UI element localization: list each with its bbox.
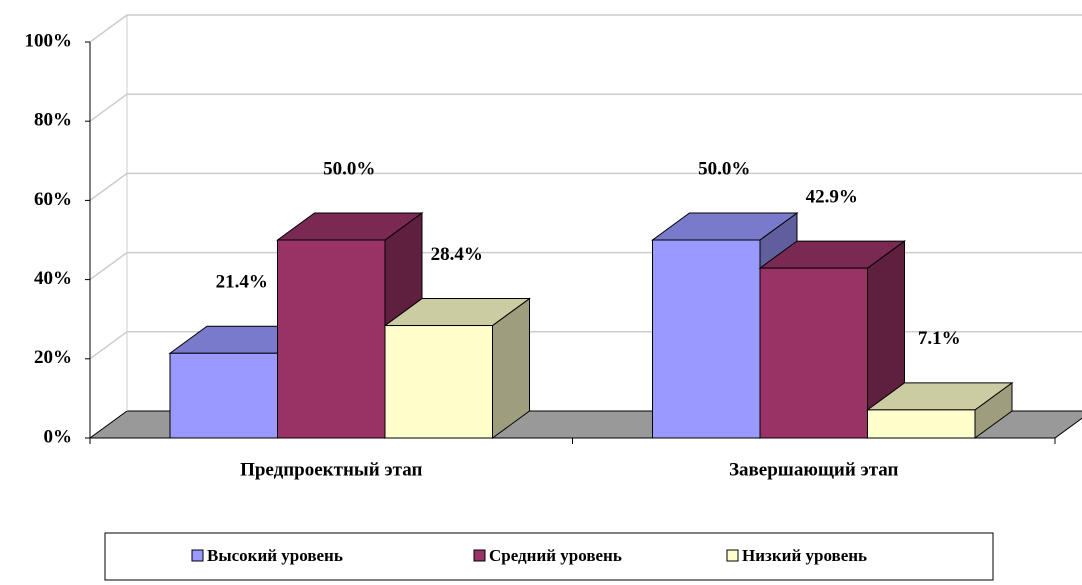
y-tick-label: 40% bbox=[34, 268, 72, 289]
bar bbox=[277, 239, 386, 439]
data-label: 50.0% bbox=[698, 158, 750, 179]
grid-line bbox=[89, 172, 1082, 202]
legend-label: Высокий уровень bbox=[207, 546, 343, 565]
bar bbox=[759, 267, 868, 439]
y-tick-label: 0% bbox=[44, 426, 73, 447]
x-tick-label: Завершающий этап bbox=[729, 459, 899, 480]
legend-swatch bbox=[726, 549, 739, 562]
bar bbox=[867, 409, 976, 439]
data-label: 28.4% bbox=[431, 244, 483, 265]
y-tick-label: 100% bbox=[25, 30, 73, 51]
legend-label: Средний уровень bbox=[489, 546, 622, 565]
data-label: 21.4% bbox=[216, 272, 268, 293]
legend-swatch bbox=[191, 549, 204, 562]
data-label: 50.0% bbox=[323, 158, 375, 179]
legend-box bbox=[104, 532, 994, 581]
y-tick-label: 20% bbox=[34, 347, 72, 368]
data-label: 7.1% bbox=[918, 328, 961, 349]
legend-label: Низкий уровень bbox=[742, 546, 867, 565]
bar bbox=[652, 239, 761, 439]
legend-swatch bbox=[473, 549, 486, 562]
grid-line bbox=[89, 14, 1082, 43]
y-tick-label: 80% bbox=[34, 110, 72, 131]
data-label: 42.9% bbox=[806, 186, 858, 207]
bar bbox=[384, 325, 493, 439]
x-tick-label: Предпроектный этап bbox=[240, 459, 422, 480]
grid-line bbox=[89, 93, 1082, 122]
y-tick-label: 60% bbox=[34, 189, 72, 210]
bar bbox=[169, 352, 278, 439]
